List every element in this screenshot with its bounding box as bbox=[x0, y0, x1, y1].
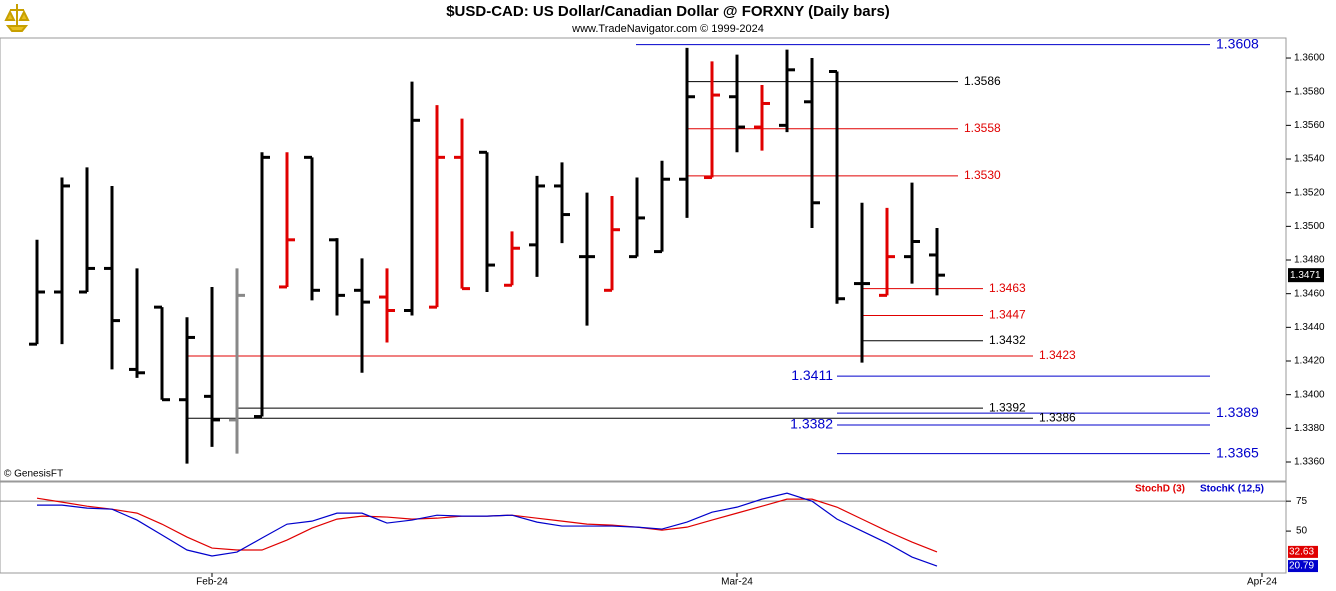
y-tick-label: 1.3400 bbox=[1294, 389, 1325, 400]
last-value-label: 32.63 bbox=[1289, 547, 1314, 558]
chart-subtitle: www.TradeNavigator.com © 1999-2024 bbox=[571, 23, 764, 35]
level-label: 1.3389 bbox=[1216, 404, 1259, 420]
level-label: 1.3386 bbox=[1039, 410, 1076, 424]
last-price-box bbox=[1288, 268, 1324, 283]
stoch-line bbox=[37, 492, 938, 567]
last-value-box bbox=[1288, 545, 1318, 558]
level-label: 1.3463 bbox=[989, 281, 1026, 295]
y-tick-label: 1.3500 bbox=[1294, 221, 1325, 232]
level-label: 1.3447 bbox=[989, 308, 1026, 322]
level-label: 1.3423 bbox=[1039, 348, 1076, 362]
y-tick-label: 1.3600 bbox=[1294, 53, 1325, 64]
level-label: 1.3530 bbox=[964, 168, 1001, 182]
y-tick-label: 1.3440 bbox=[1294, 322, 1325, 333]
y-tick-label: 1.3520 bbox=[1294, 187, 1325, 198]
level-label: 1.3392 bbox=[989, 400, 1026, 414]
last-value-box bbox=[1288, 560, 1318, 573]
level-label: 1.3365 bbox=[1216, 444, 1259, 460]
chart-title: $USD-CAD: US Dollar/Canadian Dollar @ FO… bbox=[446, 3, 890, 20]
legend-label: StochK (12,5) bbox=[1200, 484, 1264, 495]
x-tick-label: Feb-24 bbox=[196, 577, 228, 588]
y-tick-label: 75 bbox=[1296, 496, 1308, 507]
copyright: © GenesisFT bbox=[4, 469, 63, 480]
level-label: 1.3432 bbox=[989, 333, 1026, 347]
logo bbox=[2, 2, 32, 34]
level-label: 1.3608 bbox=[1216, 35, 1259, 51]
y-tick-label: 1.3380 bbox=[1294, 423, 1325, 434]
level-label: 1.3382 bbox=[790, 416, 833, 432]
last-value-label: 20.79 bbox=[1289, 561, 1314, 572]
legend-label: StochD (3) bbox=[1135, 484, 1185, 495]
level-label: 1.3558 bbox=[964, 121, 1001, 135]
x-tick-label: Apr-24 bbox=[1247, 577, 1277, 588]
level-label: 1.3586 bbox=[964, 74, 1001, 88]
y-tick-label: 1.3580 bbox=[1294, 86, 1325, 97]
y-tick-label: 1.3420 bbox=[1294, 356, 1325, 367]
y-tick-label: 1.3560 bbox=[1294, 120, 1325, 131]
price-panel bbox=[0, 37, 1287, 482]
level-label: 1.3411 bbox=[791, 367, 833, 383]
y-tick-label: 1.3360 bbox=[1294, 457, 1325, 468]
y-tick-label: 1.3460 bbox=[1294, 288, 1325, 299]
last-price-label: 1.3471 bbox=[1290, 270, 1321, 281]
y-tick-label: 1.3480 bbox=[1294, 255, 1325, 266]
y-tick-label: 1.3540 bbox=[1294, 154, 1325, 165]
x-tick-label: Mar-24 bbox=[721, 577, 753, 588]
y-tick-label: 50 bbox=[1296, 526, 1308, 537]
